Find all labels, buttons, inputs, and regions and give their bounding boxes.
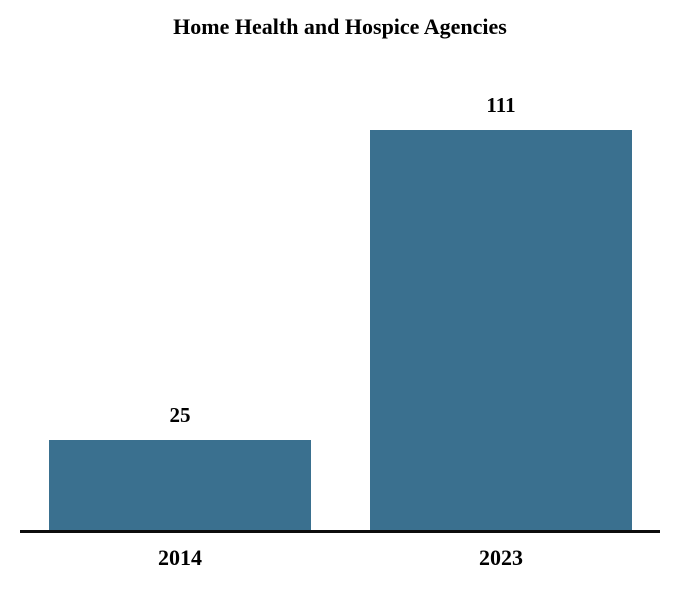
x-axis-line	[20, 530, 660, 533]
bar-2014	[49, 440, 311, 530]
bar-value-label: 111	[486, 93, 516, 117]
x-tick-label: 2014	[158, 545, 202, 570]
bar-value-label: 25	[169, 403, 191, 427]
plot-area: 25 111	[20, 93, 660, 533]
x-tick-label: 2023	[479, 545, 523, 570]
chart-title: Home Health and Hospice Agencies	[173, 14, 507, 39]
bar-2023	[370, 130, 632, 530]
